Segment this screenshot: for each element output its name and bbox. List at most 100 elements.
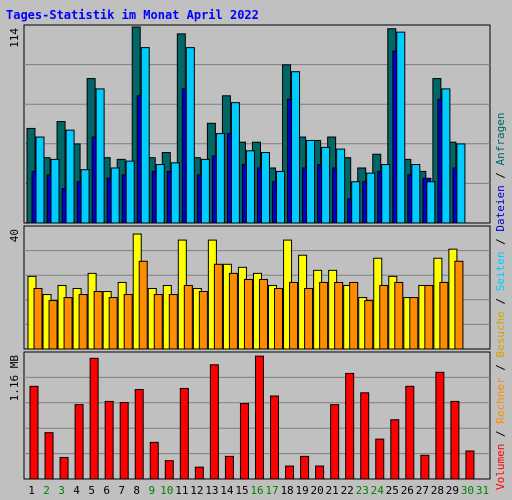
bar-volumen-5 <box>89 357 99 480</box>
bar-seiten-19 <box>306 139 316 224</box>
legend-separator: / <box>494 424 507 444</box>
bar-volumen-14 <box>224 455 234 480</box>
bar-rechner-11 <box>183 284 193 350</box>
bar-rechner-18 <box>289 281 299 350</box>
middle-ymax-label: 40 <box>8 229 21 242</box>
chart-panels: 114 40 1.16 MB <box>8 24 491 480</box>
bar-seiten-15 <box>245 150 255 224</box>
bar-rechner-19 <box>304 288 314 350</box>
day-label-3: 3 <box>58 484 65 497</box>
day-label-26: 26 <box>401 484 414 497</box>
day-label-13: 13 <box>205 484 218 497</box>
bar-seiten-9 <box>155 164 165 224</box>
day-label-10: 10 <box>160 484 173 497</box>
legend-item-dateien: Dateien <box>494 185 507 231</box>
bar-seiten-1 <box>35 136 45 224</box>
bar-seiten-13 <box>215 133 225 224</box>
top-ymax-label: 114 <box>8 28 21 48</box>
day-label-28: 28 <box>431 484 444 497</box>
bar-seiten-28 <box>441 88 451 224</box>
legend-separator: / <box>494 291 507 311</box>
bar-volumen-28 <box>435 371 445 480</box>
bar-seiten-29 <box>456 143 466 224</box>
bar-volumen-23 <box>360 392 370 480</box>
bottom-ymax-label: 1.16 MB <box>8 355 21 402</box>
bar-rechner-2 <box>48 300 58 350</box>
bar-volumen-18 <box>285 465 295 480</box>
day-label-21: 21 <box>326 484 339 497</box>
day-label-5: 5 <box>88 484 95 497</box>
bar-rechner-8 <box>138 260 148 350</box>
day-label-30: 30 <box>461 484 474 497</box>
bar-seiten-18 <box>291 71 301 224</box>
day-label-9: 9 <box>148 484 155 497</box>
bar-seiten-11 <box>185 47 195 224</box>
day-label-11: 11 <box>175 484 188 497</box>
day-label-7: 7 <box>118 484 125 497</box>
bar-volumen-17 <box>270 395 280 480</box>
day-label-19: 19 <box>295 484 308 497</box>
day-label-27: 27 <box>416 484 429 497</box>
day-label-18: 18 <box>280 484 293 497</box>
day-label-24: 24 <box>371 484 385 497</box>
bar-seiten-22 <box>351 181 361 224</box>
bar-volumen-22 <box>345 372 355 480</box>
legend-item-anfragen: Anfragen <box>494 112 507 165</box>
bar-seiten-8 <box>140 47 150 224</box>
series-anfragen <box>26 26 457 224</box>
bar-rechner-14 <box>228 272 238 350</box>
bar-volumen-19 <box>300 455 310 480</box>
bar-rechner-29 <box>454 260 464 350</box>
legend-separator: / <box>494 232 507 252</box>
bar-rechner-10 <box>168 294 178 350</box>
bar-volumen-2 <box>44 432 54 480</box>
legend-item-volumen: Volumen <box>494 444 507 490</box>
bar-seiten-16 <box>260 152 270 224</box>
bar-rechner-6 <box>108 297 118 350</box>
bar-rechner-24 <box>379 284 389 350</box>
bar-volumen-6 <box>104 400 114 480</box>
bar-seiten-21 <box>336 148 346 224</box>
series-volumen <box>29 355 475 480</box>
bar-seiten-4 <box>80 169 90 224</box>
day-labels: 1 2 3 4 5 6 7 8 9 10 11 12 13 14 15 16 17 18 19 20 21 22 23 24 2… <box>28 484 489 497</box>
series-seiten <box>35 31 466 224</box>
bar-rechner-15 <box>243 278 253 350</box>
legend-item-besuche: Besuche <box>494 311 507 357</box>
bottom-panel: 1.16 MB <box>8 351 491 480</box>
legend-item-rechner: Rechner <box>494 377 507 424</box>
bar-volumen-3 <box>59 456 69 480</box>
day-label-22: 22 <box>341 484 354 497</box>
day-label-6: 6 <box>103 484 110 497</box>
bar-seiten-26 <box>411 164 421 224</box>
day-label-4: 4 <box>73 484 80 497</box>
bar-rechner-3 <box>63 297 73 350</box>
legend-separator: / <box>494 358 507 378</box>
bar-rechner-22 <box>349 281 359 350</box>
bar-rechner-20 <box>319 281 329 350</box>
bar-volumen-26 <box>405 385 415 480</box>
bar-rechner-17 <box>274 288 284 350</box>
bar-volumen-20 <box>315 465 325 480</box>
bar-seiten-5 <box>95 88 105 224</box>
bar-volumen-8 <box>134 389 144 480</box>
legend-text: Volumen / Rechner / Besuche / Seiten / D… <box>494 112 507 490</box>
bar-volumen-25 <box>390 419 400 480</box>
bar-seiten-20 <box>321 146 331 224</box>
day-label-23: 23 <box>356 484 369 497</box>
day-label-15: 15 <box>235 484 248 497</box>
day-label-1: 1 <box>28 484 35 497</box>
bar-rechner-4 <box>78 294 88 350</box>
bar-rechner-16 <box>258 278 268 350</box>
bar-seiten-3 <box>65 129 75 224</box>
bar-seiten-25 <box>396 31 406 224</box>
bar-volumen-1 <box>29 385 39 480</box>
bar-seiten-7 <box>125 160 135 224</box>
legend: Volumen / Rechner / Besuche / Seiten / D… <box>494 112 507 490</box>
middle-panel: 40 <box>8 225 491 350</box>
bar-volumen-27 <box>420 454 430 480</box>
bar-rechner-9 <box>153 294 163 350</box>
bar-seiten-14 <box>230 102 240 224</box>
bar-seiten-27 <box>426 181 436 224</box>
